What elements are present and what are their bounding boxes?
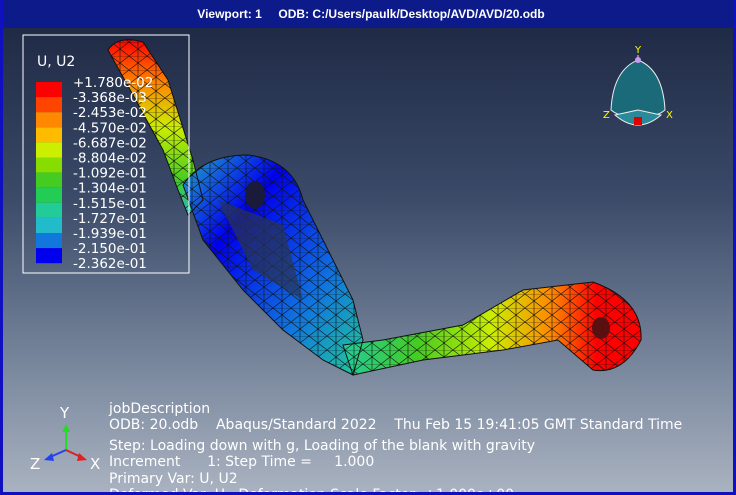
title-bar: Viewport: 1 ODB: C:/Users/paulk/Desktop/… xyxy=(3,0,733,28)
axis-triad: Y Z X xyxy=(30,404,100,473)
legend-label: -1.304e-01 xyxy=(73,181,147,197)
legend-swatch xyxy=(36,233,62,249)
view-z: Z xyxy=(603,110,610,121)
info-block: jobDescription ODB: 20.odb Abaqus/Standa… xyxy=(108,401,682,495)
legend-swatch xyxy=(36,97,62,113)
legend-label: -2.453e-02 xyxy=(73,105,147,121)
legend-label: -2.362e-01 xyxy=(73,256,147,272)
legend-label: -6.687e-02 xyxy=(73,135,147,151)
legend-label: -1.515e-01 xyxy=(73,196,147,212)
legend-title: U, U2 xyxy=(37,54,75,70)
step-line: Step: Loading down with g, Loading of th… xyxy=(109,438,535,454)
part-mesh xyxy=(107,39,642,376)
deformed-var: Deformed Var: U Deformation Scale Factor… xyxy=(109,487,514,495)
view-x: X xyxy=(666,110,673,121)
increment-line: Increment 1: Step Time = 1.000 xyxy=(109,454,374,470)
odb-line: ODB: 20.odb Abaqus/Standard 2022 Thu Feb… xyxy=(109,417,682,433)
view-triad: Y Z X xyxy=(603,45,673,126)
legend-label: -4.570e-02 xyxy=(73,120,147,136)
scene: U, U2 +1.780e-02-3.368e-03-2.453e-02-4.5… xyxy=(22,34,682,495)
legend-label: +1.780e-02 xyxy=(73,75,153,91)
axis-z: Z xyxy=(30,455,40,473)
axis-x: X xyxy=(90,455,100,473)
legend-swatch xyxy=(36,172,62,188)
legend-label: -1.727e-01 xyxy=(73,211,147,227)
legend-label: -1.092e-01 xyxy=(73,166,147,182)
legend-swatch xyxy=(36,142,62,158)
odb-path: ODB: C:/Users/paulk/Desktop/AVD/AVD/20.o… xyxy=(278,7,545,21)
legend-label: -1.939e-01 xyxy=(73,226,147,242)
legend-swatch xyxy=(36,187,62,203)
legend-swatch xyxy=(36,217,62,233)
legend-swatch xyxy=(36,82,62,98)
legend-swatch xyxy=(36,127,62,143)
legend-box xyxy=(22,34,190,274)
primary-var: Primary Var: U, U2 xyxy=(109,471,238,487)
legend-label: -8.804e-02 xyxy=(73,151,147,167)
legend-swatch xyxy=(36,157,62,173)
viewport-label: Viewport: 1 xyxy=(197,7,262,21)
job-description: jobDescription xyxy=(108,401,210,417)
axis-y: Y xyxy=(59,404,70,422)
legend: U, U2 +1.780e-02-3.368e-03-2.453e-02-4.5… xyxy=(36,54,153,272)
legend-label: -3.368e-03 xyxy=(73,90,147,106)
legend-swatch xyxy=(36,202,62,218)
legend-label: -2.150e-01 xyxy=(73,241,147,257)
legend-swatch xyxy=(36,248,62,264)
legend-swatch xyxy=(36,112,62,128)
view-y: Y xyxy=(634,45,642,56)
